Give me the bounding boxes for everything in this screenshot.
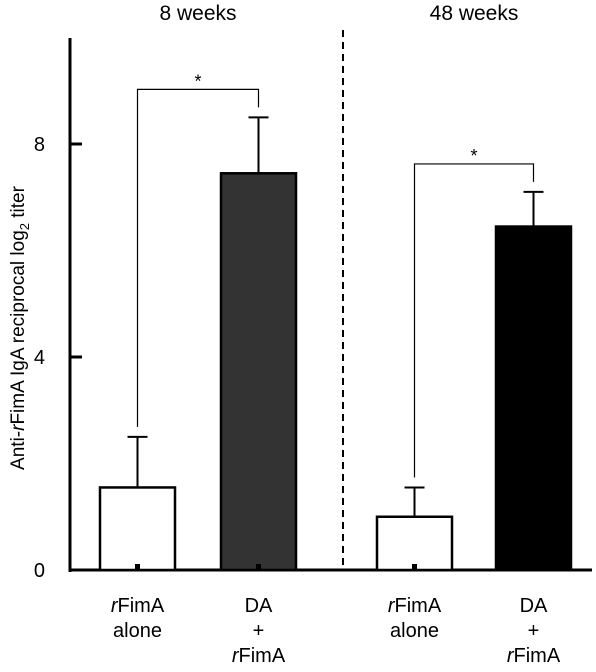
category-label: rFimA [388, 595, 442, 617]
category-label: rFimA [232, 645, 286, 667]
y-axis-label: Anti-rFimA IgA reciprocal log2 titer [8, 185, 32, 470]
group-title: 48 weeks [430, 2, 519, 25]
bar [219, 172, 298, 572]
category-label: + [528, 620, 540, 642]
bar-base-tick [412, 564, 417, 570]
bar [375, 515, 454, 572]
category-label: alone [390, 620, 439, 642]
chart-marks: 0 4 8 8 weeks 48 weeks rFimA alone DA + rFimA rFim… [34, 2, 573, 667]
category-label: + [253, 620, 265, 642]
significance-bracket [413, 163, 535, 478]
significance-label: * [194, 71, 201, 91]
category-label: rFimA [507, 645, 561, 667]
category-label: alone [113, 620, 162, 642]
y-tick-label: 0 [34, 560, 45, 582]
y-tick-label: 8 [34, 134, 45, 156]
y-tick-label: 4 [34, 347, 45, 369]
bar [98, 486, 177, 572]
significance-bracket [136, 88, 260, 427]
bar-base-tick [531, 564, 536, 570]
category-label: rFimA [111, 595, 165, 617]
significance-label: * [470, 146, 477, 166]
bar-base-tick [256, 564, 261, 570]
bar [494, 225, 573, 572]
bar-base-tick [135, 564, 140, 570]
group-title: 8 weeks [159, 2, 236, 25]
category-label: DA [245, 595, 273, 617]
category-label: DA [520, 595, 548, 617]
